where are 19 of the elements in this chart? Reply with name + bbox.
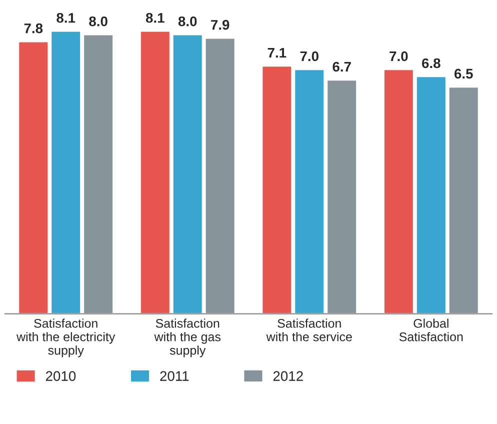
data-label: 6.8 (422, 58, 440, 68)
x-tick-label: Satisfaction with the service (266, 318, 352, 342)
data-label: 8.0 (178, 16, 197, 26)
data-label: 6.7 (332, 62, 351, 72)
data-label: 7.0 (390, 51, 408, 62)
data-label: 8.1 (146, 12, 164, 23)
legend-label: 2012 (273, 371, 303, 381)
data-label: 7.0 (300, 51, 318, 62)
x-tick-label: Satisfaction with the electricity supply (16, 318, 116, 358)
data-label: 8.0 (89, 16, 108, 26)
data-label: 7.1 (268, 48, 286, 58)
data-label: 6.5 (454, 68, 473, 79)
data-label: 7.9 (211, 20, 230, 30)
x-tick-label: Satisfaction with the gas supply (154, 318, 221, 358)
legend-label: 2011 (160, 371, 189, 381)
data-label: 8.1 (56, 12, 76, 23)
data-label: 7.8 (24, 23, 43, 34)
x-tick-label: Global Satisfaction (399, 318, 463, 342)
legend-label: 2010 (46, 371, 76, 381)
